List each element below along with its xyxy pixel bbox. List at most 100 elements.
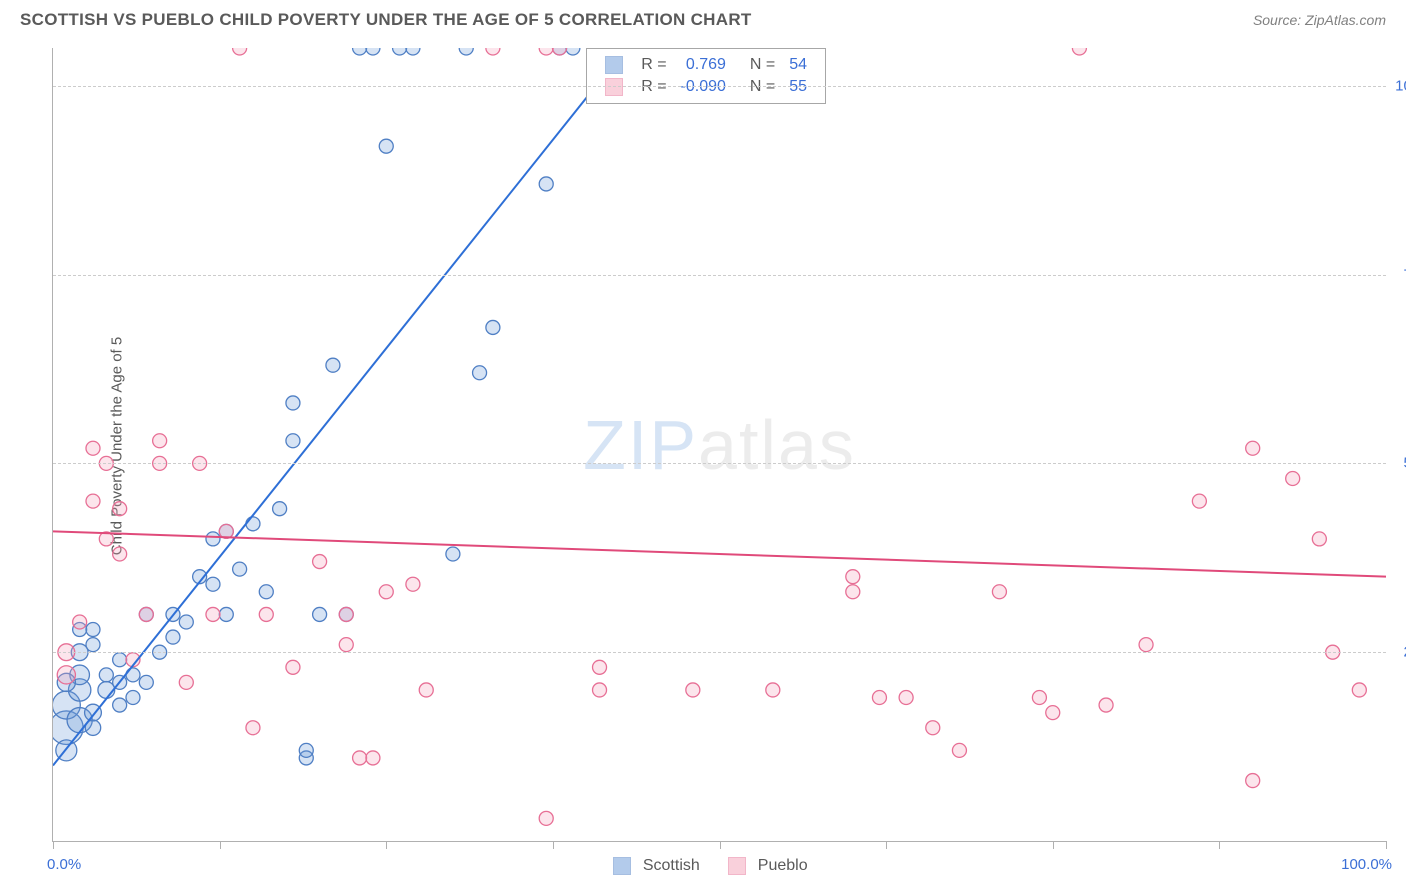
series-legend: Scottish Pueblo — [613, 857, 808, 875]
data-point — [206, 532, 220, 546]
legend-item: Scottish — [613, 857, 700, 875]
data-point — [113, 698, 127, 712]
data-point — [406, 577, 420, 591]
data-point — [846, 585, 860, 599]
x-max-label: 100.0% — [1341, 856, 1392, 873]
data-point — [1099, 698, 1113, 712]
data-point — [286, 396, 300, 410]
data-point — [446, 547, 460, 561]
data-point — [113, 502, 127, 516]
data-point — [273, 502, 287, 516]
data-point — [393, 48, 407, 55]
data-point — [593, 683, 607, 697]
data-point — [86, 638, 100, 652]
legend-swatch — [728, 857, 746, 875]
data-point — [326, 358, 340, 372]
data-point — [473, 366, 487, 380]
data-point — [952, 743, 966, 757]
data-point — [419, 683, 433, 697]
legend-swatch — [613, 857, 631, 875]
data-point — [846, 570, 860, 584]
data-point — [1046, 706, 1060, 720]
data-point — [366, 751, 380, 765]
data-point — [126, 691, 140, 705]
source-label: Source: ZipAtlas.com — [1253, 12, 1386, 28]
data-point — [1312, 532, 1326, 546]
data-point — [926, 721, 940, 735]
data-point — [459, 48, 473, 55]
n-value: 54 — [783, 55, 813, 75]
n-label: N = — [734, 77, 781, 97]
data-point — [73, 615, 87, 629]
correlation-legend: R =0.769N =54R =-0.090N =55 — [586, 48, 826, 104]
data-point — [86, 494, 100, 508]
data-point — [379, 585, 393, 599]
data-point — [113, 653, 127, 667]
data-point — [233, 48, 247, 55]
data-point — [1139, 638, 1153, 652]
data-point — [486, 320, 500, 334]
data-point — [872, 691, 886, 705]
trend-line — [53, 48, 626, 765]
data-point — [259, 585, 273, 599]
data-point — [339, 607, 353, 621]
data-point — [313, 555, 327, 569]
data-point — [139, 675, 153, 689]
data-point — [539, 177, 553, 191]
legend-label: Scottish — [643, 857, 700, 875]
data-point — [593, 660, 607, 674]
data-point — [99, 668, 113, 682]
y-tick-label: 100.0% — [1395, 77, 1406, 94]
data-point — [179, 615, 193, 629]
data-point — [406, 48, 420, 55]
data-point — [1246, 774, 1260, 788]
data-point — [86, 623, 100, 637]
data-point — [299, 743, 313, 757]
data-point — [566, 48, 580, 55]
data-point — [259, 607, 273, 621]
data-point — [486, 48, 500, 55]
x-min-label: 0.0% — [47, 856, 81, 873]
data-point — [1072, 48, 1086, 55]
data-point — [766, 683, 780, 697]
data-point — [153, 434, 167, 448]
data-point — [246, 721, 260, 735]
chart-title: SCOTTISH VS PUEBLO CHILD POVERTY UNDER T… — [20, 10, 752, 30]
n-label: N = — [734, 55, 781, 75]
data-point — [1352, 683, 1366, 697]
data-point — [57, 666, 75, 684]
data-point — [1032, 691, 1046, 705]
plot-region: ZIPatlas R =0.769N =54R =-0.090N =55 Sco… — [52, 48, 1386, 842]
data-point — [206, 577, 220, 591]
data-point — [113, 547, 127, 561]
data-point — [1286, 471, 1300, 485]
data-point — [313, 607, 327, 621]
data-point — [1192, 494, 1206, 508]
legend-swatch — [605, 78, 623, 96]
data-point — [233, 562, 247, 576]
data-point — [539, 811, 553, 825]
data-point — [899, 691, 913, 705]
r-label: R = — [635, 55, 672, 75]
data-point — [539, 48, 553, 55]
data-point — [1246, 441, 1260, 455]
data-point — [553, 48, 567, 55]
data-point — [992, 585, 1006, 599]
data-point — [246, 517, 260, 531]
legend-item: Pueblo — [728, 857, 808, 875]
n-value: 55 — [783, 77, 813, 97]
data-point — [166, 630, 180, 644]
data-point — [366, 48, 380, 55]
data-point — [206, 607, 220, 621]
trend-line — [53, 531, 1386, 576]
legend-label: Pueblo — [758, 857, 808, 875]
scatter-svg — [53, 48, 1386, 841]
data-point — [339, 638, 353, 652]
data-point — [379, 139, 393, 153]
data-point — [686, 683, 700, 697]
data-point — [219, 607, 233, 621]
data-point — [86, 441, 100, 455]
r-value: -0.090 — [675, 77, 732, 97]
chart-area: ZIPatlas R =0.769N =54R =-0.090N =55 Sco… — [52, 48, 1386, 842]
data-point — [179, 675, 193, 689]
